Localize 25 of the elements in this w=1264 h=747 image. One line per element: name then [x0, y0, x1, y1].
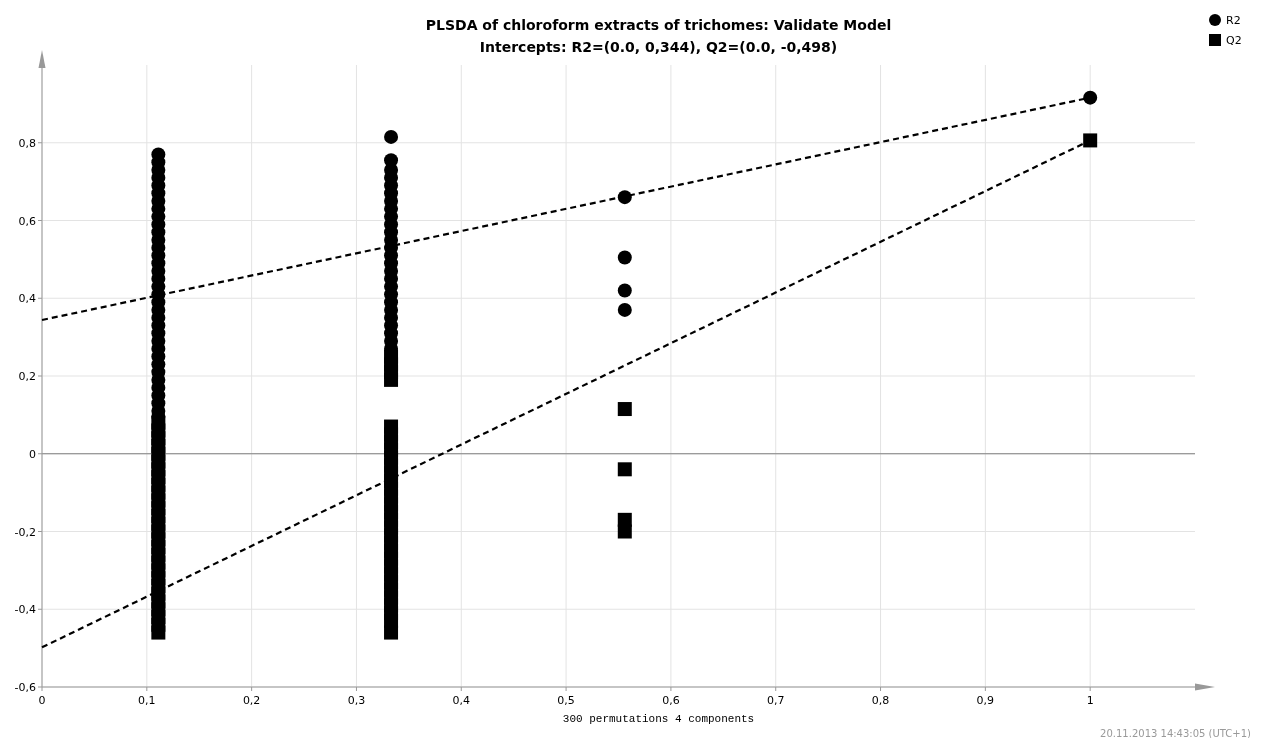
x-tick-label: 1 — [1086, 694, 1094, 707]
y-tick-label: 0,8 — [18, 136, 36, 150]
x-tick-label: 0,7 — [766, 694, 785, 707]
y-tick-label: 0,4 — [18, 292, 36, 306]
x-tick-label: 0,9 — [976, 694, 995, 707]
x-tick-label: 0,8 — [871, 694, 890, 707]
chart-title: PLSDA of chloroform extracts of trichomes: Validate Model — [425, 17, 892, 33]
x-tick-label: 0,4 — [452, 694, 471, 707]
legend-label: Q2 — [1226, 34, 1242, 47]
x-tick-label: 0,6 — [662, 694, 680, 707]
y-tick-label: 0,6 — [18, 214, 36, 228]
chart-subtitle: Intercepts: R2=(0.0, 0,344), Q2=(0.0, -0,498) — [479, 39, 838, 55]
y-tick-label: 0 — [29, 447, 36, 461]
x-tick-label: 0,1 — [138, 694, 156, 707]
legend-label: R2 — [1226, 14, 1241, 27]
y-tick-label: -0,4 — [14, 603, 36, 617]
x-tick-label: 0,5 — [557, 694, 575, 707]
y-tick-label: 0,2 — [18, 370, 36, 383]
x-tick-label: 0,3 — [347, 694, 366, 707]
x-tick-label: 0,2 — [242, 694, 261, 707]
y-tick-label: -0,2 — [14, 525, 36, 539]
y-tick-label: -0,6 — [14, 681, 36, 694]
x-tick-label: 0 — [38, 694, 46, 707]
x-axis-title: 300 permutations 4 components — [562, 713, 755, 725]
text: 20.11.2013 14:43:05 (UTC+1) — [1100, 728, 1252, 739]
